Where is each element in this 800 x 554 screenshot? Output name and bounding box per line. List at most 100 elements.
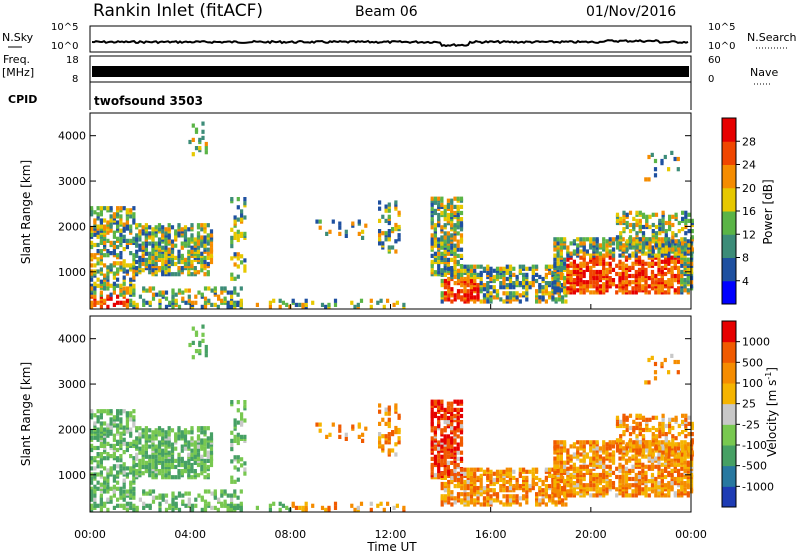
power-cell-1869 [641,265,645,270]
power-cell-436 [177,266,181,271]
power-cell-1562 [576,263,580,268]
power-cell-481 [187,237,191,242]
velocity-cell-1494 [563,491,567,496]
power-cell-1854 [637,255,642,260]
power-cell-566 [206,223,210,228]
power-cell-85 [103,253,107,258]
velocity-cell-2013 [670,485,674,490]
velocity-cell-2238 [661,450,665,455]
power-cell-74 [99,218,103,223]
power-cell-279 [141,268,145,273]
power-cell-2344 [233,262,237,267]
velocity-cell-2045 [677,479,681,484]
velocity-cell-173 [119,468,123,473]
power-cell-1847 [637,278,642,283]
power-cell-791 [379,298,383,303]
velocity-cell-1043 [447,469,451,474]
velocity-cell-2142 [619,434,623,439]
power-cell-2196 [641,241,646,246]
power-cell-1451 [553,261,557,266]
velocity-cell-2293 [687,415,691,420]
power-cell-629 [129,302,133,307]
velocity-cell-413 [167,426,171,431]
velocity-cell-1417 [394,403,398,408]
velocity-cell-2308 [194,330,199,335]
velocity-cell-423 [170,442,175,447]
velocity-cell-422 [170,446,175,451]
power-cell-15 [90,228,94,233]
power-cell-780 [327,302,331,307]
velocity-cell-56 [99,482,103,487]
power-cell-2019 [670,259,674,264]
power-cell-2042 [677,286,681,291]
power-cell-786 [356,302,360,307]
velocity-cell-1421 [397,427,401,433]
velocity-cell-1222 [508,494,513,499]
power-cell-886 [440,196,444,201]
nave-ytick-right-top: 60 [708,55,721,66]
velocity-cell-60 [99,464,103,469]
velocity-cell-2086 [683,460,687,465]
power-cell-872 [440,251,444,256]
velocity-cell-998 [456,407,460,412]
velocity-cell-654 [151,495,156,500]
power-cell-227 [129,228,133,233]
power-cell-654 [151,292,156,297]
velocity-cell-2085 [683,464,687,469]
power-cell-559 [206,255,210,260]
velocity-cell-559 [206,458,210,463]
power-cell-1403 [387,214,391,219]
velocity-cell-368 [161,473,165,478]
nave-label: Nave [750,66,778,79]
power-cell-774 [304,302,308,307]
power-cell-2088 [683,251,687,256]
velocity-cell-1161 [486,484,490,489]
power-cell-2217 [648,214,652,219]
power-cell-1682 [598,243,602,248]
velocity-cell-1703 [605,483,609,488]
velocity-cell-89 [103,443,107,448]
velocity-cell-1321 [548,494,552,499]
power-cell-1228 [508,270,513,275]
velocity-cell-1 [90,486,94,491]
velocity-cell-1931 [654,456,658,461]
velocity-cell-372 [161,456,165,461]
power-cell-1583 [579,261,583,266]
power-cell-2343 [233,276,237,281]
velocity-cell-1898 [647,464,651,469]
velocity-cell-250 [132,415,136,420]
velocity-cell-1865 [641,479,645,484]
power-cell-143 [112,240,116,245]
velocity-cell-1092 [466,496,470,501]
power-cell-1614 [585,251,589,256]
power-cell-309 [148,259,152,265]
velocity-cell-1967 [660,462,664,467]
power-cell-1247 [515,274,519,280]
power-cell-1849 [637,271,642,277]
velocity-cell-2306 [194,349,199,354]
power-cell-124 [109,228,113,233]
nsearch-label: N.Search [747,31,797,44]
velocity-cell-1914 [650,464,655,469]
power-cell-924 [446,219,450,224]
power-cell-1650 [592,237,596,242]
velocity-cell-1381 [378,409,382,414]
velocity-cell-9 [90,456,94,461]
velocity-cell-648 [145,491,149,496]
velocity-cell-1489 [559,448,563,453]
power-cell-2000 [667,267,671,272]
power-cell-2316 [204,150,208,155]
velocity-cell-1324 [548,473,552,478]
power-cell-549 [203,239,207,244]
power-cell-761 [272,298,276,303]
power-cell-259 [135,243,139,248]
power-cell-794 [392,302,396,307]
velocity-cell-929 [446,405,450,410]
velocity-cell-1012 [459,424,464,429]
velocity-cell-2347 [233,438,237,443]
velocity-cell-938 [450,448,454,453]
power-cell-1274 [525,272,529,277]
power-cell-2069 [680,253,684,258]
velocity-cell-462 [183,460,188,465]
velocity-cell-2180 [635,425,639,431]
